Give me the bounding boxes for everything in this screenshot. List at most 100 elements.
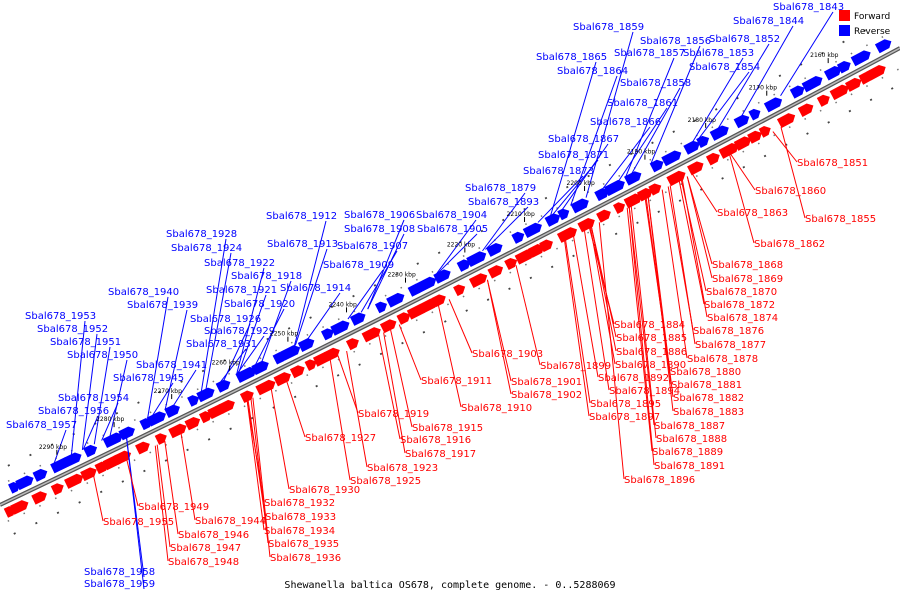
reverse-leader-line	[236, 267, 265, 375]
reverse-gene-label: Sbal678_1926	[190, 314, 261, 325]
reverse-leader-line	[219, 348, 247, 384]
reverse-gene-feature	[32, 468, 48, 482]
reverse-gene-feature	[522, 222, 542, 239]
forward-gene-feature	[135, 441, 150, 455]
forward-gene-feature	[705, 152, 720, 166]
forward-leader-line	[337, 355, 359, 414]
forward-gene-feature	[733, 136, 752, 151]
forward-gene-label: Sbal678_1888	[656, 434, 727, 445]
forward-gene-label: Sbal678_1935	[268, 539, 339, 550]
forward-swatch	[839, 10, 850, 21]
forward-gene-feature	[468, 273, 488, 289]
scale-tick-label: 2290 kbp	[39, 444, 67, 451]
forward-gene-label: Sbal678_1936	[270, 553, 341, 564]
reverse-leader-line	[347, 269, 384, 320]
reverse-gene-feature	[433, 269, 451, 284]
backbone	[0, 19, 900, 535]
forward-gene-label: Sbal678_1927	[305, 433, 376, 444]
reverse-gene-label: Sbal678_1893	[468, 197, 539, 208]
reverse-gene-feature	[215, 379, 231, 393]
reverse-gene-feature	[330, 320, 350, 336]
leader-lines	[53, 11, 834, 590]
reverse-leader-line	[630, 87, 681, 175]
reverse-gene-feature	[683, 140, 700, 155]
reverse-gene-feature	[196, 387, 215, 403]
reverse-leader-line	[360, 250, 398, 313]
reverse-gene-label: Sbal678_1854	[689, 62, 760, 73]
forward-gene-feature	[527, 244, 545, 258]
reverse-gene-feature	[102, 432, 123, 448]
forward-gene-label: Sbal678_1877	[695, 340, 766, 351]
forward-gene-label: Sbal678_1868	[712, 260, 783, 271]
reverse-gene-feature	[297, 338, 315, 352]
reverse-gene-label: Sbal678_1914	[280, 283, 351, 294]
reverse-gene-feature	[763, 97, 783, 113]
forward-gene-label: Sbal678_1932	[264, 498, 335, 509]
forward-gene-label: Sbal678_1890	[615, 360, 686, 371]
forward-gene-feature	[487, 265, 504, 279]
forward-gene-feature	[396, 312, 411, 325]
reverse-gene-feature	[709, 125, 729, 141]
forward-gene-feature	[419, 298, 438, 314]
legend: Forward Reverse	[839, 10, 891, 37]
reverse-leader-line	[151, 382, 174, 417]
reverse-swatch	[839, 25, 850, 36]
forward-gene-label: Sbal678_1878	[687, 354, 758, 365]
reverse-legend-label: Reverse	[854, 27, 891, 37]
forward-leader-line	[286, 380, 306, 438]
scale-tick-label: 2280 kbp	[96, 416, 124, 423]
forward-gene-feature	[612, 202, 626, 214]
reverse-gene-label: Sbal678_1858	[620, 78, 691, 89]
forward-leader-line	[565, 239, 591, 404]
forward-gene-feature	[844, 77, 862, 92]
forward-gene-label: Sbal678_1902	[511, 390, 582, 401]
forward-leader-line	[628, 206, 655, 466]
scale-tick-label: 2210 kbp	[507, 211, 535, 218]
reverse-gene-label: Sbal678_1909	[323, 260, 394, 271]
tick-labels: 2160 kbp 2170 kbp 2180 kbp 2190 kbp 2200 kbp…	[39, 52, 839, 455]
forward-leader-line	[270, 388, 290, 490]
forward-leader-line	[389, 328, 413, 428]
forward-leader-line	[346, 350, 368, 468]
reverse-gene-label: Sbal678_1906	[344, 210, 415, 221]
forward-gene-label: Sbal678_1886	[616, 347, 687, 358]
reverse-gene-label: Sbal678_1866	[590, 117, 661, 128]
forward-leader-line	[647, 196, 674, 412]
forward-leader-line	[730, 153, 756, 191]
reverse-leader-line	[585, 31, 634, 198]
forward-gene-label: Sbal678_1894	[609, 386, 680, 397]
forward-leader-line	[515, 265, 541, 366]
reverse-leader-line	[625, 57, 675, 178]
forward-gene-feature	[154, 433, 167, 445]
reverse-gene-label: Sbal678_1952	[37, 324, 108, 335]
reverse-leader-line	[717, 43, 770, 130]
forward-gene-label: Sbal678_1880	[670, 367, 741, 378]
reverse-gene-label: Sbal678_1843	[773, 2, 844, 13]
forward-gene-label: Sbal678_1885	[616, 333, 687, 344]
reverse-gene-label: Sbal678_1873	[523, 166, 594, 177]
forward-gene-label: Sbal678_1881	[671, 380, 742, 391]
reverse-guide	[0, 31, 892, 486]
reverse-gene-feature	[466, 251, 487, 268]
forward-gene-feature	[596, 209, 611, 223]
backbone-highlight	[0, 47, 900, 506]
forward-gene-feature	[198, 411, 212, 424]
reverse-gene-label: Sbal678_1941	[136, 360, 207, 371]
forward-gene-label: Sbal678_1896	[624, 475, 695, 486]
scale-tick-label: 2250 kbp	[270, 331, 298, 338]
forward-gene-label: Sbal678_1851	[797, 158, 868, 169]
reverse-leader-line	[485, 206, 529, 250]
reverse-leader-line	[780, 11, 834, 97]
reverse-gene-feature	[789, 85, 805, 99]
forward-gene-feature	[80, 467, 97, 482]
forward-gene-feature	[623, 193, 642, 209]
reverse-gene-feature	[823, 65, 842, 81]
forward-gene-label: Sbal678_1889	[652, 447, 723, 458]
reverse-gene-label: Sbal678_1939	[127, 300, 198, 311]
reverse-gene-feature	[235, 366, 257, 383]
reverse-gene-feature	[748, 108, 761, 121]
forward-leader-line	[583, 229, 610, 391]
reverse-gene-label: Sbal678_1907	[337, 241, 408, 252]
forward-gene-feature	[687, 161, 704, 176]
reverse-gene-label: Sbal678_1921	[206, 285, 277, 296]
